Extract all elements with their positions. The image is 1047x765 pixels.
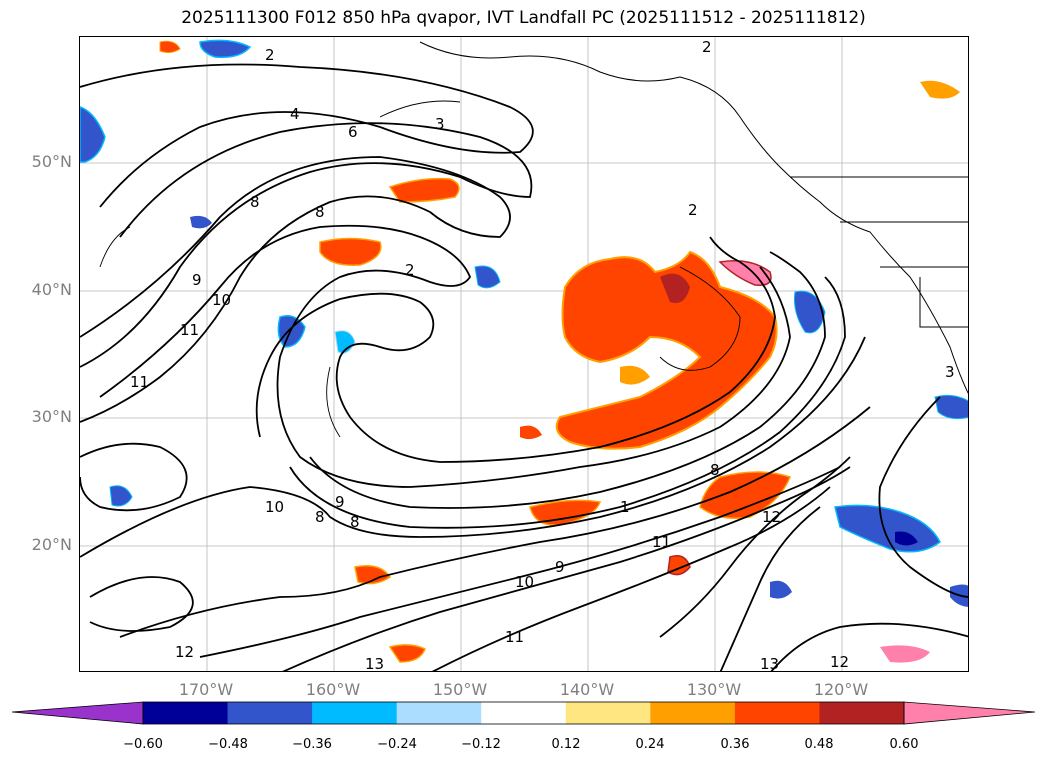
- contour-label: 2: [405, 261, 415, 279]
- map-title: 2025111300 F012 850 hPa qvapor, IVT Land…: [181, 8, 866, 28]
- lat-label: 50°N: [31, 152, 72, 171]
- contour-label: 8: [710, 461, 720, 479]
- colorbar-tick: 0.48: [804, 737, 834, 752]
- colorbar-tick: −0.36: [292, 737, 332, 752]
- colorbar-segment: [819, 702, 905, 724]
- contour-label: 11: [652, 533, 671, 551]
- contour-label: 10: [265, 498, 284, 516]
- contour-label: 12: [762, 508, 781, 526]
- contour-label: 2: [265, 46, 275, 64]
- contour-label: 10: [212, 291, 231, 309]
- contour-label: 6: [348, 123, 358, 141]
- contour-label: 9: [555, 558, 565, 576]
- contour-label: 8: [315, 508, 325, 526]
- colorbar-segment: [734, 702, 820, 724]
- coastlines: [419, 41, 968, 395]
- colorbar-segment: [396, 702, 482, 724]
- colorbar-tick: 0.12: [551, 737, 581, 752]
- lat-label: 40°N: [31, 280, 72, 299]
- lat-label: 30°N: [31, 407, 72, 426]
- colorbar-high-extend: [903, 701, 1036, 725]
- contour-lines: [80, 63, 968, 671]
- colorbar-segment: [143, 702, 229, 724]
- thin-contours: [99, 100, 741, 438]
- colorbar-segment: [565, 702, 651, 724]
- positive-anomaly-fills: [159, 40, 960, 663]
- colorbar-tick: 0.60: [889, 737, 919, 752]
- colorbar-low-extend: [11, 701, 144, 725]
- contour-label: 13: [760, 655, 779, 672]
- lon-label: 160°W: [305, 680, 361, 699]
- colorbar-tick: −0.24: [377, 737, 417, 752]
- negative-anomaly-fills: [80, 39, 968, 607]
- contour-label: 3: [435, 115, 445, 133]
- lon-label: 130°W: [686, 680, 742, 699]
- colorbar-segment: [312, 702, 398, 724]
- contour-label: 9: [192, 271, 202, 289]
- contour-label: 3: [945, 363, 955, 381]
- contour-label: 11: [130, 373, 149, 391]
- colorbar-segment: [650, 702, 736, 724]
- colorbar-tick: −0.12: [461, 737, 501, 752]
- contour-label: 8: [250, 193, 260, 211]
- contour-labels: 2 2 4 6 3 8 8 9 10 11 2 2 11 9 10 8 8 9 …: [130, 38, 955, 672]
- contour-label: 1: [620, 498, 630, 516]
- contour-label: 8: [350, 513, 360, 531]
- lat-label: 20°N: [31, 535, 72, 554]
- contour-label: 8: [315, 203, 325, 221]
- colorbar-segment: [481, 702, 567, 724]
- contour-label: 11: [505, 628, 524, 646]
- colorbar-segments: [143, 702, 905, 724]
- lon-label: 150°W: [432, 680, 488, 699]
- map-panel: 2 2 4 6 3 8 8 9 10 11 2 2 11 9 10 8 8 9 …: [79, 36, 969, 672]
- contour-label: 11: [180, 321, 199, 339]
- lon-label: 170°W: [178, 680, 234, 699]
- map-canvas: 2 2 4 6 3 8 8 9 10 11 2 2 11 9 10 8 8 9 …: [80, 37, 968, 672]
- contour-label: 2: [688, 201, 698, 219]
- colorbar-tick: 0.24: [635, 737, 665, 752]
- contour-label: 13: [365, 655, 384, 672]
- colorbar: [11, 701, 1036, 725]
- contour-label: 12: [175, 643, 194, 661]
- colorbar-tick: −0.48: [208, 737, 248, 752]
- contour-label: 12: [830, 653, 849, 671]
- colorbar-segment: [227, 702, 313, 724]
- contour-label: 2: [702, 38, 712, 56]
- contour-label: 10: [515, 573, 534, 591]
- contour-label: 9: [335, 493, 345, 511]
- lon-label: 140°W: [559, 680, 615, 699]
- colorbar-tick: 0.36: [720, 737, 750, 752]
- lon-label: 120°W: [813, 680, 869, 699]
- contour-label: 4: [290, 105, 300, 123]
- colorbar-tick: −0.60: [123, 737, 163, 752]
- colorbar-outline: [142, 701, 905, 725]
